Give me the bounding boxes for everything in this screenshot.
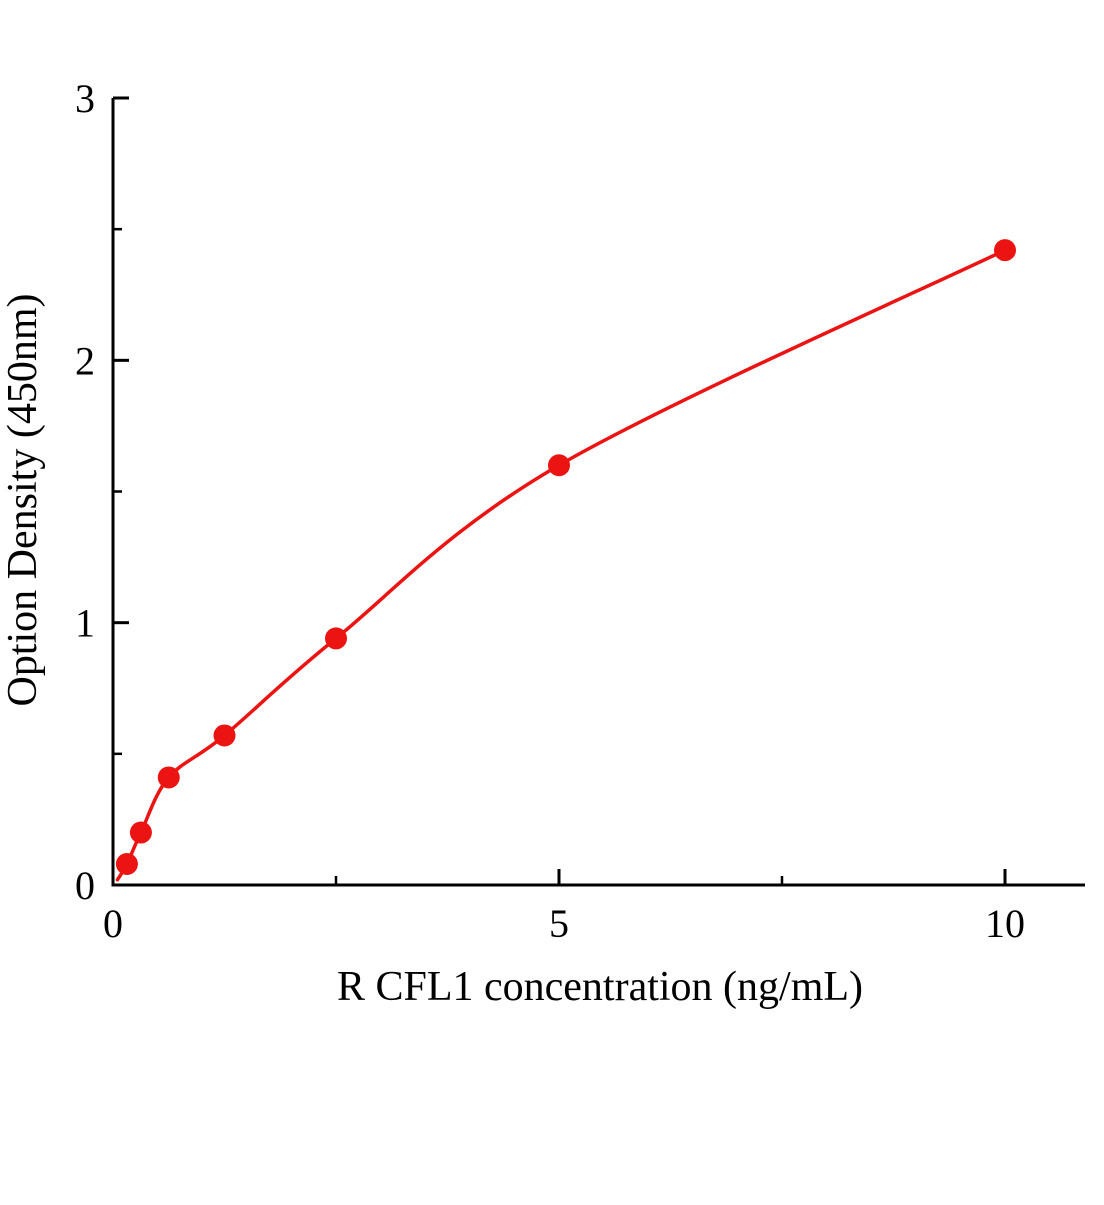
data-point — [115, 853, 138, 876]
axis-lines — [111, 98, 1085, 887]
x-tick-label: 0 — [103, 901, 123, 946]
data-point — [548, 454, 570, 477]
data-point — [213, 724, 236, 747]
y-tick-label: 1 — [75, 601, 95, 646]
x-tick-label: 10 — [985, 901, 1025, 946]
x-axis-label: R CFL1 concentration (ng/mL) — [337, 964, 863, 1010]
fit-curve — [115, 248, 1007, 882]
data-point — [129, 821, 152, 844]
y-tick-label: 3 — [75, 76, 95, 121]
plot-layer: 0 5 10 0 1 2 3 — [75, 76, 1085, 946]
data-point — [994, 239, 1016, 262]
y-tick-label: 2 — [75, 338, 95, 383]
y-axis-label: Option Density (450nm) — [0, 294, 46, 707]
y-tick-label: 0 — [75, 863, 95, 908]
data-point — [157, 766, 180, 789]
data-point — [325, 627, 347, 650]
x-tick-label: 5 — [549, 901, 569, 946]
